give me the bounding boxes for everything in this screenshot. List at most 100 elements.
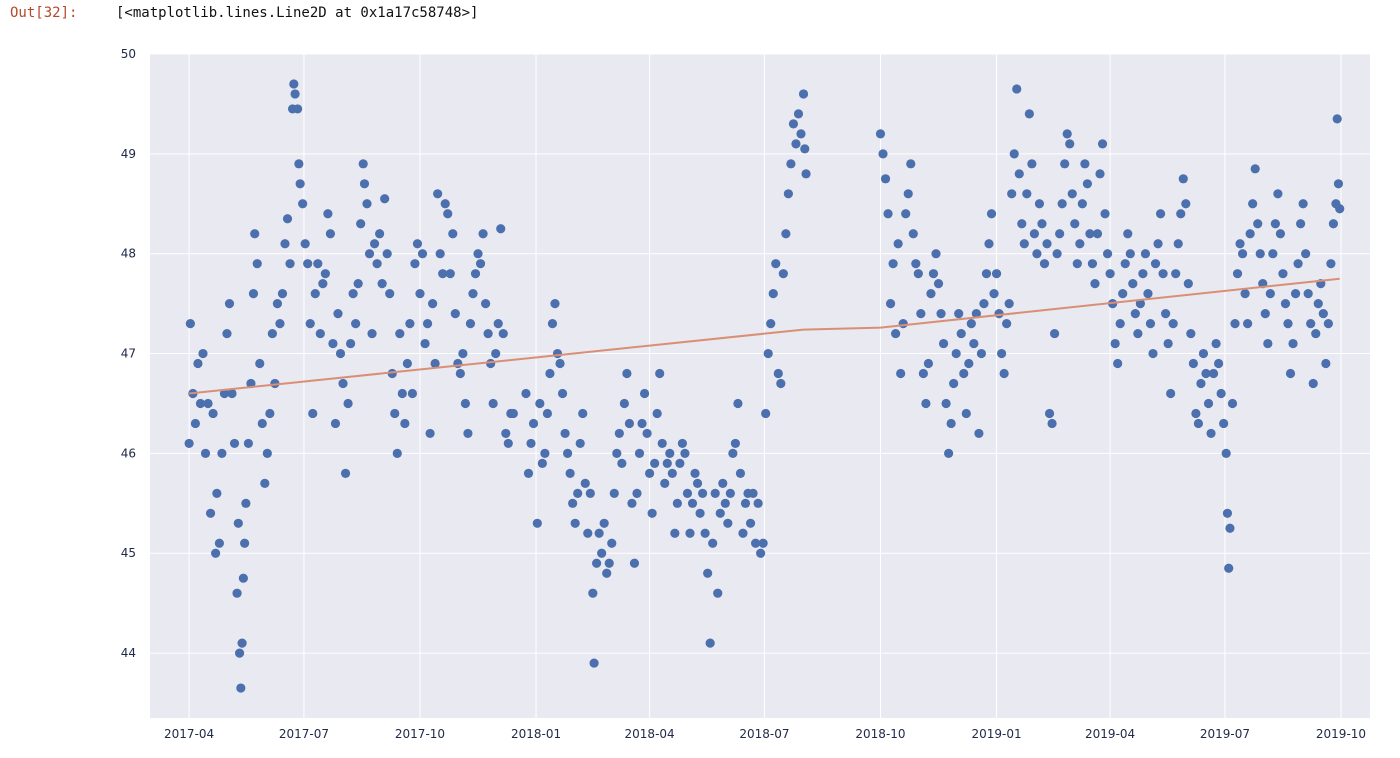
data-point: [622, 368, 632, 379]
data-point: [475, 259, 486, 269]
data-point: [1203, 398, 1214, 409]
data-point: [1214, 358, 1224, 369]
data-point: [330, 418, 341, 429]
data-point: [1128, 279, 1138, 289]
data-point: [1293, 259, 1303, 269]
trend-line-series: [188, 277, 1340, 395]
data-point: [931, 249, 941, 259]
data-point: [563, 448, 573, 458]
data-point: [407, 388, 418, 399]
data-point: [766, 318, 776, 329]
data-point: [211, 548, 221, 558]
data-point: [918, 368, 928, 379]
data-point: [428, 299, 438, 309]
data-point: [433, 189, 443, 199]
data-point: [412, 239, 423, 249]
scatter-series: [184, 79, 1345, 693]
data-point: [190, 418, 201, 429]
data-point: [369, 239, 380, 249]
data-point: [555, 358, 565, 369]
data-point: [1181, 199, 1191, 209]
x-tick-label: 2017-10: [395, 727, 445, 741]
data-point: [1216, 388, 1226, 399]
data-point: [961, 408, 971, 419]
data-point: [338, 378, 348, 389]
data-point: [1019, 239, 1029, 249]
data-point: [493, 318, 503, 329]
data-point: [703, 568, 713, 578]
x-tick-label: 2019-07: [1200, 727, 1250, 741]
data-point: [362, 199, 372, 209]
data-point: [1039, 259, 1050, 269]
y-tick-label: 45: [121, 546, 136, 560]
data-point: [1268, 249, 1278, 259]
data-point: [604, 558, 614, 568]
data-point: [771, 259, 781, 269]
data-point: [465, 318, 476, 329]
data-point: [1102, 249, 1113, 259]
data-point: [1219, 418, 1229, 429]
data-point: [222, 328, 232, 339]
data-point: [1155, 209, 1166, 219]
data-point: [468, 289, 478, 299]
data-point: [1285, 368, 1296, 379]
data-point: [1087, 259, 1098, 269]
data-point: [573, 488, 583, 498]
data-point: [1201, 368, 1211, 379]
data-point: [966, 318, 976, 329]
data-point: [265, 408, 275, 419]
data-point: [906, 159, 916, 169]
data-point: [1188, 358, 1198, 369]
data-point: [994, 309, 1004, 319]
data-point: [313, 259, 323, 269]
data-point: [1227, 398, 1238, 409]
data-point: [503, 438, 513, 449]
data-point: [1176, 209, 1186, 219]
data-point: [1301, 249, 1311, 259]
data-point: [1009, 149, 1019, 159]
data-point: [1290, 289, 1301, 299]
data-point: [348, 289, 358, 299]
data-point: [589, 658, 599, 668]
data-point: [532, 518, 542, 528]
data-point: [793, 109, 804, 119]
data-point: [547, 318, 558, 329]
data-point: [300, 239, 310, 249]
data-point: [913, 269, 923, 279]
data-point: [212, 488, 222, 498]
data-point: [1250, 164, 1260, 174]
data-point: [1047, 418, 1057, 429]
data-point: [415, 289, 425, 299]
data-point: [1095, 169, 1105, 179]
data-point: [885, 299, 896, 309]
x-tick-label: 2018-04: [625, 727, 675, 741]
data-point: [928, 269, 939, 279]
data-point: [463, 428, 473, 439]
data-point: [979, 299, 989, 309]
data-point: [397, 388, 407, 399]
data-point: [1313, 299, 1323, 309]
data-point: [657, 438, 667, 449]
data-point: [946, 418, 956, 429]
data-point: [675, 458, 685, 468]
data-point: [695, 508, 705, 518]
data-point: [662, 458, 672, 468]
data-point: [1017, 219, 1027, 229]
data-point: [238, 573, 248, 583]
data-point: [382, 249, 392, 259]
data-point: [682, 488, 693, 498]
data-point: [440, 199, 450, 209]
data-point: [1105, 269, 1115, 279]
data-point: [1323, 318, 1333, 329]
data-point: [526, 438, 536, 449]
data-point: [883, 209, 893, 219]
data-point: [448, 229, 458, 239]
data-point: [908, 229, 918, 239]
data-point: [1168, 318, 1178, 329]
data-point: [257, 418, 267, 429]
data-point: [933, 279, 944, 289]
data-point: [1288, 338, 1298, 349]
data-point: [798, 89, 809, 99]
data-point: [372, 259, 382, 269]
data-point: [552, 348, 563, 359]
